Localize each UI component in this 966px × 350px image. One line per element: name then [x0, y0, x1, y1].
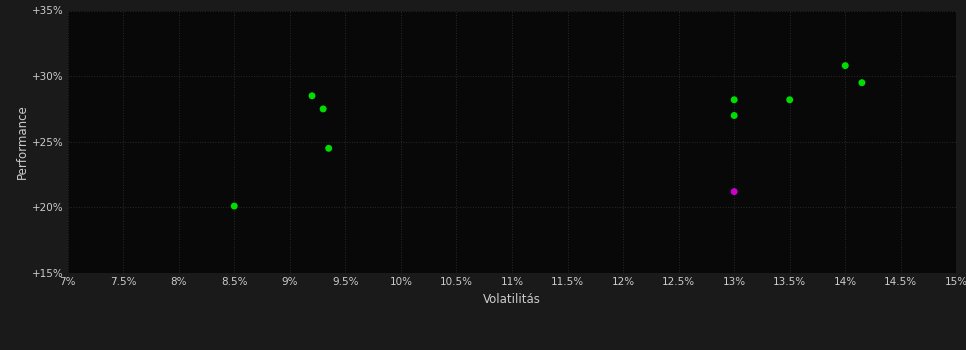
Point	[726, 97, 742, 103]
Point	[726, 189, 742, 195]
Point	[321, 146, 336, 151]
Y-axis label: Performance: Performance	[15, 104, 29, 179]
Point	[304, 93, 320, 99]
Point	[854, 80, 869, 85]
Point	[226, 203, 242, 209]
X-axis label: Volatilitás: Volatilitás	[483, 293, 541, 306]
Point	[838, 63, 853, 69]
Point	[782, 97, 798, 103]
Point	[316, 106, 331, 112]
Point	[726, 113, 742, 118]
